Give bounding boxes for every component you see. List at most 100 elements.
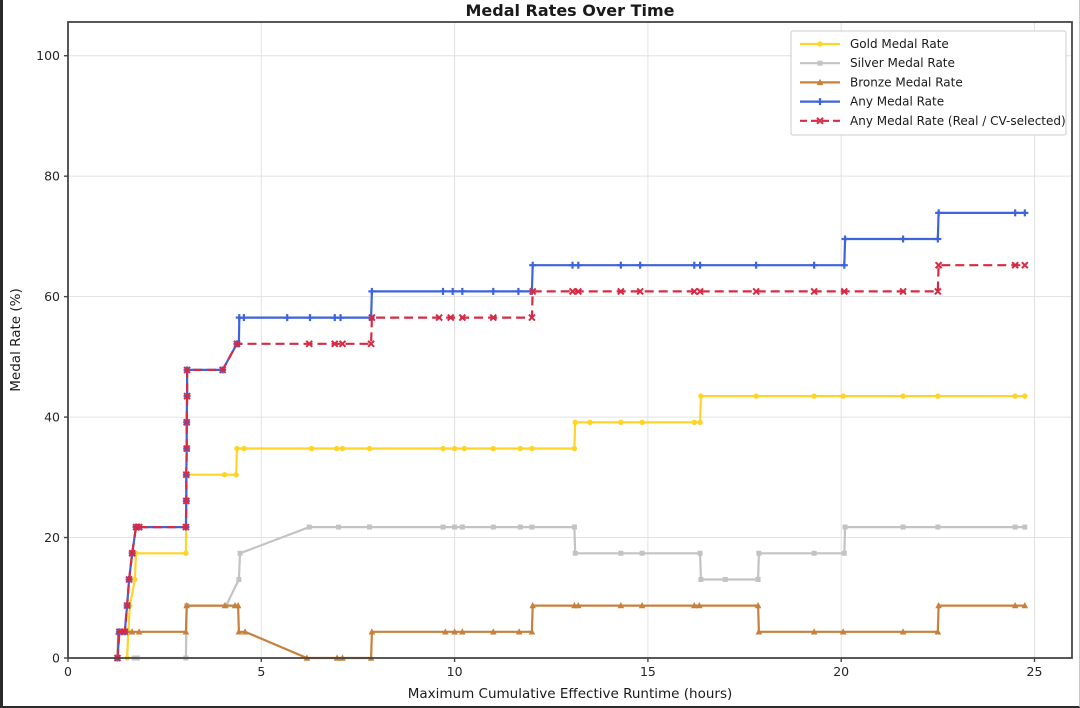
- data-point-marker: [697, 419, 703, 426]
- data-point-marker: [934, 261, 943, 269]
- data-point-marker: [132, 576, 138, 583]
- data-point-marker: [529, 602, 536, 609]
- legend-label: Any Medal Rate: [850, 95, 944, 109]
- data-point-marker: [183, 602, 190, 609]
- data-point-marker: [574, 287, 583, 296]
- series-line: [116, 264, 1025, 659]
- data-point-marker: [528, 628, 536, 635]
- data-point-marker: [722, 576, 728, 582]
- data-point-marker: [135, 628, 143, 635]
- data-point-marker: [128, 549, 136, 557]
- x-tick-label: 10: [447, 664, 463, 679]
- data-point-marker: [308, 445, 315, 452]
- y-tick-label: 0: [52, 651, 60, 666]
- data-point-marker: [218, 366, 227, 374]
- data-point-marker: [696, 602, 703, 609]
- data-point-marker: [754, 602, 762, 609]
- data-point-marker: [529, 524, 535, 530]
- data-point-marker: [691, 419, 697, 426]
- data-point-marker: [571, 445, 578, 452]
- data-point-marker: [182, 444, 191, 453]
- data-point-marker: [331, 340, 339, 348]
- legend: Gold Medal Rate Silver Medal Rate Bronze M…: [790, 30, 1067, 136]
- data-point-marker: [811, 550, 817, 556]
- data-point-marker: [125, 575, 133, 584]
- data-point-marker: [618, 550, 624, 556]
- medal-rates-chart: 0 5 10 15 20 25 0 20 40 60 80 100 Medal Rates Over …: [8, 1, 1073, 702]
- data-point-marker: [515, 628, 523, 635]
- data-point-marker: [368, 313, 376, 322]
- data-point-marker: [237, 550, 243, 556]
- data-point-marker: [459, 628, 466, 635]
- data-point-marker: [568, 287, 577, 296]
- x-tick-label: 15: [640, 664, 656, 679]
- data-point-marker: [368, 628, 376, 635]
- data-point-marker: [236, 576, 242, 582]
- data-point-marker: [572, 419, 578, 426]
- data-point-marker: [489, 313, 497, 322]
- data-point-marker: [461, 445, 467, 452]
- data-point-marker: [517, 524, 523, 530]
- data-point-marker: [755, 628, 763, 635]
- data-point-marker: [1012, 524, 1018, 530]
- data-point-marker: [899, 628, 907, 635]
- data-point-marker: [934, 287, 942, 296]
- series-any-medal-rate-real-cv-selected-: [113, 261, 1029, 662]
- data-point-marker: [639, 419, 645, 426]
- data-point-marker: [572, 550, 578, 556]
- data-point-marker: [753, 393, 759, 399]
- series-line: [116, 604, 1025, 660]
- data-point-marker: [697, 550, 703, 556]
- data-point-marker: [233, 340, 241, 348]
- data-point-marker: [490, 524, 496, 530]
- data-point-marker: [306, 524, 312, 530]
- data-point-marker: [459, 524, 465, 530]
- data-point-marker: [840, 393, 846, 399]
- series-line: [134, 526, 1025, 660]
- data-point-marker: [241, 445, 247, 452]
- y-tick-label: 60: [44, 289, 60, 304]
- axis-ticks: 0 5 10 15 20 25 0 20 40 60 80 100: [36, 48, 1042, 679]
- legend-label: Silver Medal Rate: [850, 56, 955, 70]
- data-point-marker: [698, 393, 704, 399]
- legend-item: Gold Medal Rate: [800, 37, 949, 51]
- data-point-marker: [135, 523, 143, 531]
- data-point-marker: [810, 287, 818, 296]
- y-tick-label: 20: [44, 530, 60, 545]
- data-point-marker: [810, 628, 818, 635]
- data-point-marker: [123, 601, 131, 610]
- data-point-marker: [638, 602, 646, 609]
- data-point-marker: [617, 287, 625, 296]
- data-point-marker: [221, 472, 228, 478]
- data-point-marker: [935, 602, 942, 609]
- y-tick-label: 100: [36, 48, 60, 63]
- series-any-medal-rate: [113, 209, 1029, 662]
- legend-label: Bronze Medal Rate: [850, 75, 963, 89]
- data-point-marker: [617, 602, 625, 609]
- data-point-marker: [128, 628, 136, 635]
- data-point-marker: [1022, 524, 1028, 530]
- data-point-marker: [440, 445, 446, 452]
- legend-item: Any Medal Rate (Real / CV-selected): [800, 114, 1066, 128]
- data-point-marker: [935, 524, 941, 530]
- data-point-marker: [451, 628, 458, 635]
- data-point-marker: [305, 340, 313, 348]
- x-tick-label: 20: [833, 664, 849, 679]
- data-point-marker: [752, 287, 760, 296]
- data-point-marker: [182, 471, 191, 479]
- data-point-marker: [339, 445, 346, 452]
- y-tick-label: 80: [44, 169, 60, 184]
- data-point-marker: [182, 523, 190, 531]
- legend-item: Silver Medal Rate: [800, 56, 955, 70]
- data-point-marker: [235, 628, 243, 635]
- data-point-marker: [440, 524, 446, 530]
- legend-item: Any Medal Rate: [800, 95, 944, 109]
- data-point-marker: [1021, 261, 1029, 269]
- data-point-marker: [618, 419, 624, 426]
- data-point-marker: [517, 445, 524, 452]
- data-point-marker: [333, 445, 340, 452]
- data-point-marker: [841, 550, 847, 556]
- data-point-marker: [690, 602, 698, 609]
- data-point-marker: [435, 313, 443, 322]
- data-point-marker: [182, 418, 191, 427]
